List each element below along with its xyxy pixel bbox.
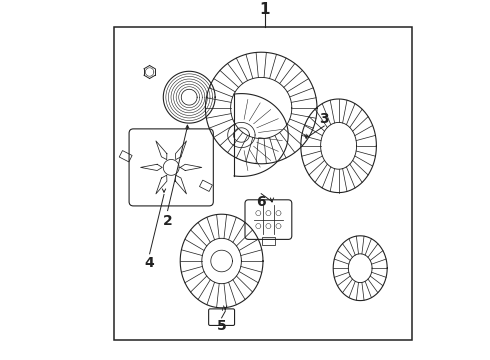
Text: 4: 4 xyxy=(145,256,154,270)
Text: 6: 6 xyxy=(256,195,266,208)
Text: 5: 5 xyxy=(217,319,226,333)
Bar xyxy=(119,150,132,162)
Text: 1: 1 xyxy=(260,1,270,17)
Bar xyxy=(262,237,275,245)
Text: 3: 3 xyxy=(319,112,329,126)
Bar xyxy=(199,180,212,192)
Text: 2: 2 xyxy=(163,215,172,228)
Bar xyxy=(114,27,413,340)
